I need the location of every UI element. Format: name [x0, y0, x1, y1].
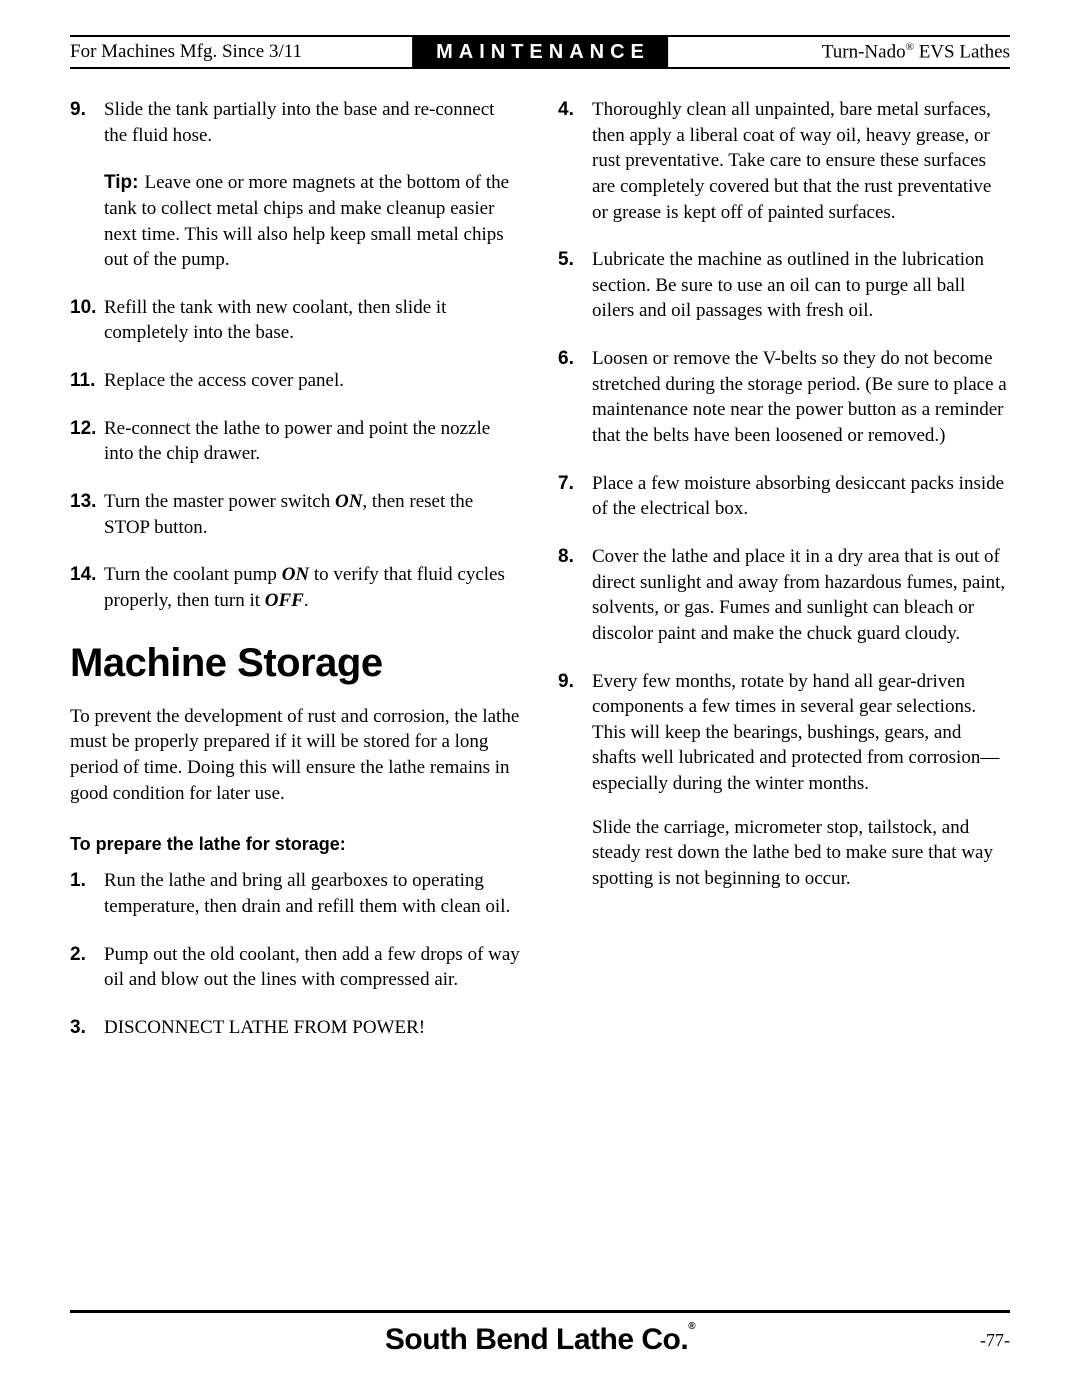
- intro-paragraph: To prevent the development of rust and c…: [70, 704, 522, 807]
- text-fragment: Turn the coolant pump: [104, 564, 282, 585]
- list-text: Turn the coolant pump ON to verify that …: [104, 562, 522, 613]
- list-text: Thoroughly clean all unpainted, bare met…: [592, 97, 1010, 225]
- emphasis: OFF: [265, 590, 304, 611]
- list-number: 8.: [558, 544, 592, 647]
- list-text: Re-connect the lathe to power and point …: [104, 416, 522, 467]
- list-number: 5.: [558, 247, 592, 324]
- list-item: 5. Lubricate the machine as outlined in …: [558, 247, 1010, 324]
- page-number: -77-: [980, 1330, 1010, 1351]
- page: For Machines Mfg. Since 3/11 MAINTENANCE…: [0, 0, 1080, 1397]
- list-item: 9. Slide the tank partially into the bas…: [70, 97, 522, 148]
- footer: South Bend Lathe Co.® -77-: [70, 1310, 1010, 1357]
- list-text-wrap: Every few months, rotate by hand all gea…: [592, 669, 1010, 892]
- list-number: 3.: [70, 1015, 104, 1041]
- list-number: 14.: [70, 562, 104, 613]
- tip-body-wrap: Tip:Leave one or more magnets at the bot…: [104, 170, 522, 273]
- list-number: 9.: [558, 669, 592, 892]
- list-item: 11. Replace the access cover panel.: [70, 368, 522, 394]
- list-item: 13. Turn the master power switch ON, the…: [70, 489, 522, 540]
- header-right: Turn-Nado® EVS Lathes: [822, 41, 1010, 63]
- list-text: Slide the tank partially into the base a…: [104, 97, 522, 148]
- list-item: 1. Run the lathe and bring all gearboxes…: [70, 868, 522, 919]
- header-left: For Machines Mfg. Since 3/11: [70, 41, 302, 63]
- section-heading: Machine Storage: [70, 636, 522, 690]
- list-text: Refill the tank with new coolant, then s…: [104, 295, 522, 346]
- header-right-suffix: EVS Lathes: [914, 41, 1010, 62]
- header-right-prefix: Turn-Nado: [822, 41, 906, 62]
- left-column: 9. Slide the tank partially into the bas…: [70, 97, 522, 1063]
- registered-mark: ®: [906, 41, 914, 53]
- list-number: 7.: [558, 471, 592, 522]
- sub-paragraph: Slide the carriage, micrometer stop, tai…: [592, 815, 1010, 892]
- list-text: Run the lathe and bring all gearboxes to…: [104, 868, 522, 919]
- list-number: 11.: [70, 368, 104, 394]
- list-item: 10. Refill the tank with new coolant, th…: [70, 295, 522, 346]
- list-text: Pump out the old coolant, then add a few…: [104, 942, 522, 993]
- list-number: 4.: [558, 97, 592, 225]
- right-column: 4. Thoroughly clean all unpainted, bare …: [558, 97, 1010, 1063]
- list-item: 3. DISCONNECT LATHE FROM POWER!: [70, 1015, 522, 1041]
- list-number: 1.: [70, 868, 104, 919]
- emphasis: ON: [282, 564, 309, 585]
- text-fragment: .: [304, 590, 309, 611]
- subheading: To prepare the lathe for storage:: [70, 832, 522, 856]
- list-text: Lubricate the machine as outlined in the…: [592, 247, 1010, 324]
- list-text: Turn the master power switch ON, then re…: [104, 489, 522, 540]
- footer-row: South Bend Lathe Co.® -77-: [70, 1323, 1010, 1357]
- list-number: 6.: [558, 346, 592, 449]
- list-text: Loosen or remove the V-belts so they do …: [592, 346, 1010, 449]
- header-bar: For Machines Mfg. Since 3/11 MAINTENANCE…: [70, 37, 1010, 67]
- list-item: 4. Thoroughly clean all unpainted, bare …: [558, 97, 1010, 225]
- list-text: Cover the lathe and place it in a dry ar…: [592, 544, 1010, 647]
- list-item: 9. Every few months, rotate by hand all …: [558, 669, 1010, 892]
- tip-item: Tip:Leave one or more magnets at the bot…: [70, 170, 522, 273]
- list-item: 14. Turn the coolant pump ON to verify t…: [70, 562, 522, 613]
- list-number: 2.: [70, 942, 104, 993]
- list-item: 7. Place a few moisture absorbing desicc…: [558, 471, 1010, 522]
- emphasis: ON: [335, 491, 362, 512]
- content-columns: 9. Slide the tank partially into the bas…: [70, 69, 1010, 1063]
- list-number: 10.: [70, 295, 104, 346]
- header-section-title: MAINTENANCE: [412, 37, 668, 67]
- list-number: 9.: [70, 97, 104, 148]
- list-item: 8. Cover the lathe and place it in a dry…: [558, 544, 1010, 647]
- registered-mark: ®: [688, 1321, 695, 1332]
- list-text: DISCONNECT LATHE FROM POWER!: [104, 1015, 522, 1041]
- list-number: 13.: [70, 489, 104, 540]
- list-item: 2. Pump out the old coolant, then add a …: [70, 942, 522, 993]
- tip-label: Tip:: [104, 172, 138, 193]
- list-text: Every few months, rotate by hand all gea…: [592, 671, 999, 795]
- text-fragment: Turn the master power switch: [104, 491, 335, 512]
- list-item: 6. Loosen or remove the V-belts so they …: [558, 346, 1010, 449]
- list-text: Replace the access cover panel.: [104, 368, 522, 394]
- company-text: South Bend Lathe Co.: [385, 1323, 688, 1356]
- footer-rule: [70, 1310, 1010, 1313]
- list-number: 12.: [70, 416, 104, 467]
- company-name: South Bend Lathe Co.®: [385, 1323, 695, 1357]
- list-item: 12. Re-connect the lathe to power and po…: [70, 416, 522, 467]
- tip-text: Leave one or more magnets at the bottom …: [104, 172, 509, 270]
- list-text: Place a few moisture absorbing desiccant…: [592, 471, 1010, 522]
